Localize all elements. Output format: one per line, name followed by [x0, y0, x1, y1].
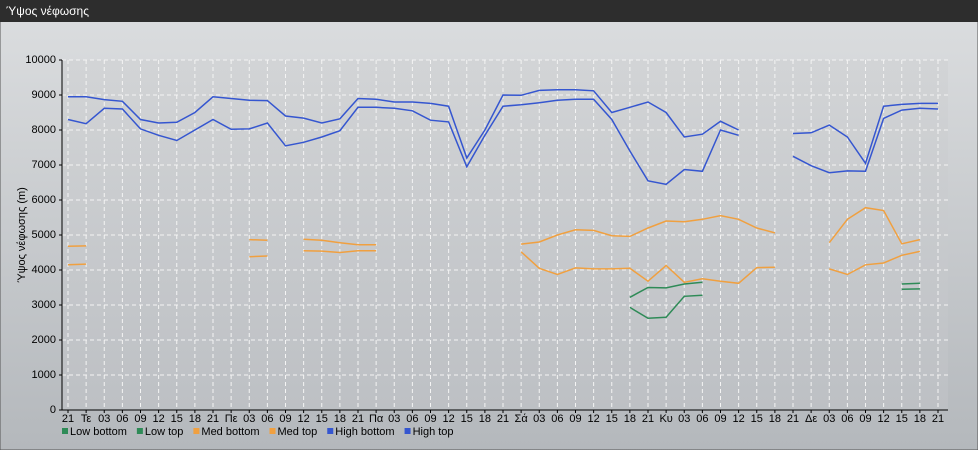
x-tick-label: 06 — [406, 413, 418, 425]
legend-swatch — [136, 428, 143, 434]
y-tick-label: 9000 — [32, 89, 56, 101]
series-line — [67, 206, 921, 247]
x-tick-label: Κυ — [659, 413, 672, 425]
x-tick-label: 06 — [841, 413, 853, 425]
x-tick-label: 06 — [696, 413, 708, 425]
x-tick-label: 03 — [243, 413, 255, 425]
y-tick-label: 5000 — [32, 229, 56, 241]
x-tick-label: 18 — [914, 413, 926, 425]
x-tick-label: 09 — [859, 413, 871, 425]
legend-swatch — [193, 428, 200, 434]
x-tick-label: 21 — [932, 413, 944, 425]
legend-label: Low top — [145, 426, 184, 438]
x-tick-label: 15 — [461, 413, 473, 425]
y-tick-label: 1000 — [32, 369, 56, 381]
x-tick-label: 15 — [896, 413, 908, 425]
x-tick-label: 09 — [569, 413, 581, 425]
x-tick-label: Σά — [515, 413, 529, 425]
x-tick-label: 06 — [261, 413, 273, 425]
x-tick-label: 18 — [334, 413, 346, 425]
legend-swatch — [327, 428, 334, 434]
x-tick-label: Τε — [81, 413, 92, 425]
x-tick-label: 18 — [769, 413, 781, 425]
x-tick-label: 12 — [443, 413, 455, 425]
x-tick-label: 12 — [588, 413, 600, 425]
x-tick-label: 18 — [479, 413, 491, 425]
series-line — [629, 281, 920, 298]
x-tick-label: 12 — [153, 413, 165, 425]
x-tick-label: 06 — [116, 413, 128, 425]
x-tick-label: 15 — [171, 413, 183, 425]
legend-label: Low bottom — [70, 426, 127, 438]
x-tick-label: 12 — [733, 413, 745, 425]
x-tick-label: Πε — [225, 413, 238, 425]
x-tick-label: 21 — [62, 413, 74, 425]
window-title: Ύψος νέφωσης — [6, 4, 89, 18]
x-tick-label: 03 — [533, 413, 545, 425]
title-bar — [0, 0, 978, 22]
series-line — [68, 89, 938, 165]
y-tick-label: 10000 — [25, 54, 56, 66]
y-tick-label: 0 — [50, 404, 56, 416]
series-line — [67, 250, 921, 285]
x-tick-label: 03 — [678, 413, 690, 425]
x-tick-label: 21 — [642, 413, 654, 425]
x-tick-label: Δε — [805, 413, 817, 425]
x-tick-label: 09 — [279, 413, 291, 425]
x-tick-label: 09 — [424, 413, 436, 425]
x-tick-label: 18 — [624, 413, 636, 425]
y-tick-label: 2000 — [32, 334, 56, 346]
y-tick-label: 8000 — [32, 124, 56, 136]
x-tick-label: 15 — [316, 413, 328, 425]
series-line — [629, 288, 920, 320]
y-tick-label: 4000 — [32, 264, 56, 276]
x-tick-label: Πα — [369, 413, 384, 425]
x-tick-label: 09 — [714, 413, 726, 425]
legend-swatch — [269, 428, 276, 434]
x-tick-label: 21 — [497, 413, 509, 425]
plot: 0 1000 2000 3000 4000 5000 6000 7000 8000 9000 100… — [25, 54, 948, 438]
y-tick-label: 7000 — [32, 159, 56, 171]
x-tick-label: 06 — [551, 413, 563, 425]
x-tick-label: 12 — [298, 413, 310, 425]
x-tick-label: 09 — [134, 413, 146, 425]
x-tick-label: 15 — [751, 413, 763, 425]
legend-label: Med bottom — [201, 426, 259, 438]
x-tick-label: 21 — [207, 413, 219, 425]
legend-label: High bottom — [335, 426, 394, 438]
legend-label: High top — [413, 426, 454, 438]
x-tick-label: 03 — [98, 413, 110, 425]
legend-label: Med top — [278, 426, 318, 438]
x-tick-label: 18 — [189, 413, 201, 425]
y-tick-label: 6000 — [32, 194, 56, 206]
x-tick-label: 03 — [823, 413, 835, 425]
x-tick-label: 12 — [878, 413, 890, 425]
x-tick-label: 03 — [388, 413, 400, 425]
series-line — [67, 98, 939, 186]
x-tick-label: 21 — [787, 413, 799, 425]
x-tick-label: 21 — [352, 413, 364, 425]
x-tick-label: 15 — [606, 413, 618, 425]
y-axis-label: Ύψος νέφωσης (m) — [16, 187, 28, 283]
legend-swatch — [62, 428, 68, 434]
legend-swatch — [404, 428, 411, 434]
y-tick-label: 3000 — [32, 299, 56, 311]
